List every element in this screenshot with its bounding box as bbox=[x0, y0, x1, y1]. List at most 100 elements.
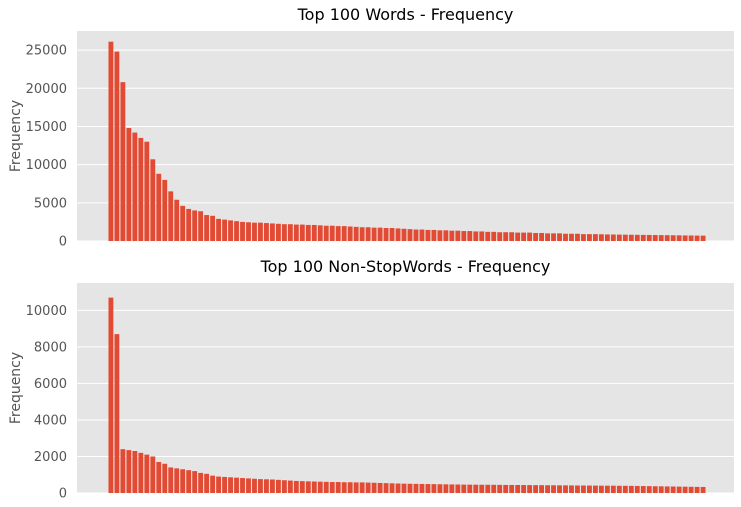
bar-top-non-stopwords-54 bbox=[425, 484, 431, 493]
bar-top-words-69 bbox=[515, 232, 521, 241]
bar-top-words-40 bbox=[341, 226, 347, 241]
bar-top-non-stopwords-89 bbox=[634, 485, 640, 493]
bar-top-words-77 bbox=[563, 233, 568, 241]
bar-top-words-49 bbox=[395, 228, 401, 241]
bar-top-words-41 bbox=[347, 226, 353, 241]
bar-top-non-stopwords-46 bbox=[377, 482, 383, 493]
bar-top-words-24 bbox=[246, 222, 251, 241]
bar-top-non-stopwords-68 bbox=[509, 484, 515, 493]
bar-top-non-stopwords-76 bbox=[557, 485, 562, 493]
bar-top-words-64 bbox=[485, 231, 491, 241]
bar-top-words-81 bbox=[587, 234, 592, 241]
bar-top-words-66 bbox=[497, 232, 503, 241]
bar-top-words-4 bbox=[126, 127, 132, 241]
bar-top-words-100 bbox=[700, 235, 706, 241]
bar-top-non-stopwords-17 bbox=[204, 473, 210, 493]
y-tick-labels-top-words: 0 5000 10000 15000 20000 25000 bbox=[26, 44, 67, 250]
bar-top-words-1 bbox=[108, 41, 114, 241]
bar-top-words-3 bbox=[120, 82, 126, 241]
y-tick-label-top-non-stopwords-8000: 8000 bbox=[34, 340, 67, 355]
bar-top-non-stopwords-65 bbox=[491, 484, 497, 493]
chart-title-top-non-stopwords: Top 100 Non-StopWords - Frequency bbox=[260, 257, 551, 276]
bar-top-words-54 bbox=[425, 229, 431, 241]
bar-top-non-stopwords-71 bbox=[527, 485, 533, 493]
bar-top-non-stopwords-32 bbox=[293, 480, 299, 493]
bar-top-non-stopwords-25 bbox=[252, 478, 257, 493]
bar-top-words-88 bbox=[628, 234, 634, 241]
bar-top-non-stopwords-55 bbox=[431, 484, 437, 493]
bar-top-non-stopwords-45 bbox=[371, 482, 377, 493]
bar-top-words-52 bbox=[413, 229, 419, 241]
bar-top-non-stopwords-73 bbox=[539, 485, 544, 493]
bar-top-words-22 bbox=[234, 221, 239, 241]
bar-top-non-stopwords-69 bbox=[515, 485, 521, 493]
bar-top-non-stopwords-24 bbox=[246, 478, 251, 493]
bar-top-words-90 bbox=[640, 234, 646, 241]
bar-top-non-stopwords-50 bbox=[401, 483, 407, 493]
chart-title-top-words: Top 100 Words - Frequency bbox=[297, 5, 514, 24]
bar-top-non-stopwords-13 bbox=[180, 469, 186, 493]
bar-top-words-34 bbox=[305, 224, 311, 241]
bar-top-non-stopwords-44 bbox=[365, 482, 371, 493]
bar-top-non-stopwords-90 bbox=[640, 486, 646, 493]
bar-top-non-stopwords-66 bbox=[497, 484, 503, 493]
bar-top-words-25 bbox=[252, 222, 257, 241]
bar-top-words-62 bbox=[473, 231, 479, 241]
bar-top-words-61 bbox=[467, 231, 473, 241]
bar-top-non-stopwords-12 bbox=[174, 468, 180, 493]
bar-top-words-65 bbox=[491, 231, 497, 241]
bar-top-words-35 bbox=[311, 224, 317, 241]
y-tick-label-top-non-stopwords-4000: 4000 bbox=[34, 413, 67, 428]
bar-top-words-79 bbox=[575, 233, 580, 241]
bar-top-words-44 bbox=[365, 227, 371, 241]
bar-top-non-stopwords-100 bbox=[700, 486, 706, 493]
bar-top-non-stopwords-67 bbox=[503, 484, 509, 493]
bar-top-non-stopwords-49 bbox=[395, 483, 401, 493]
bar-top-words-94 bbox=[664, 235, 670, 241]
bar-top-words-5 bbox=[132, 132, 138, 241]
plot-area-top-non-stopwords bbox=[77, 283, 734, 493]
y-tick-label-top-non-stopwords-10000: 10000 bbox=[26, 304, 67, 319]
y-axis-label-top-words: Frequency bbox=[8, 100, 24, 172]
bar-top-non-stopwords-4 bbox=[126, 450, 132, 493]
bar-top-words-29 bbox=[275, 223, 281, 241]
chart-top-words: 0 5000 10000 15000 20000 25000 Top 100 Words … bbox=[8, 5, 734, 250]
bar-top-non-stopwords-5 bbox=[132, 451, 138, 493]
bar-top-non-stopwords-86 bbox=[616, 485, 622, 493]
bar-top-non-stopwords-33 bbox=[299, 481, 305, 493]
bar-top-non-stopwords-81 bbox=[587, 485, 592, 493]
bar-top-non-stopwords-99 bbox=[694, 486, 700, 493]
bar-top-non-stopwords-41 bbox=[347, 482, 353, 493]
bar-top-non-stopwords-53 bbox=[419, 483, 425, 493]
bar-top-words-75 bbox=[551, 233, 556, 241]
bar-top-words-83 bbox=[598, 234, 604, 241]
bar-top-words-51 bbox=[407, 229, 413, 241]
bar-top-non-stopwords-95 bbox=[670, 486, 676, 493]
bar-top-non-stopwords-14 bbox=[186, 470, 192, 493]
bar-top-non-stopwords-3 bbox=[120, 449, 126, 493]
bar-top-words-28 bbox=[270, 223, 275, 241]
bar-top-words-50 bbox=[401, 228, 407, 241]
bar-top-words-16 bbox=[198, 211, 204, 241]
bar-top-words-60 bbox=[461, 231, 467, 241]
bar-top-non-stopwords-82 bbox=[592, 485, 598, 493]
bar-top-non-stopwords-39 bbox=[335, 482, 341, 493]
bar-top-non-stopwords-37 bbox=[323, 481, 329, 493]
bar-top-non-stopwords-94 bbox=[664, 486, 670, 493]
bar-top-words-11 bbox=[168, 191, 174, 241]
bar-top-non-stopwords-11 bbox=[168, 467, 174, 493]
bar-top-words-9 bbox=[156, 173, 162, 241]
bar-top-non-stopwords-92 bbox=[652, 486, 658, 493]
bar-top-non-stopwords-10 bbox=[162, 463, 168, 493]
y-tick-label-top-words-10000: 10000 bbox=[26, 158, 67, 173]
bar-top-words-70 bbox=[521, 232, 527, 241]
bar-top-words-96 bbox=[676, 235, 682, 241]
bar-top-non-stopwords-6 bbox=[138, 452, 144, 493]
bar-top-non-stopwords-63 bbox=[479, 484, 485, 493]
bar-top-non-stopwords-42 bbox=[353, 482, 359, 493]
bar-top-non-stopwords-57 bbox=[443, 484, 449, 493]
bar-top-words-80 bbox=[581, 234, 586, 241]
bar-top-non-stopwords-59 bbox=[455, 484, 461, 493]
bar-top-non-stopwords-29 bbox=[275, 479, 281, 493]
